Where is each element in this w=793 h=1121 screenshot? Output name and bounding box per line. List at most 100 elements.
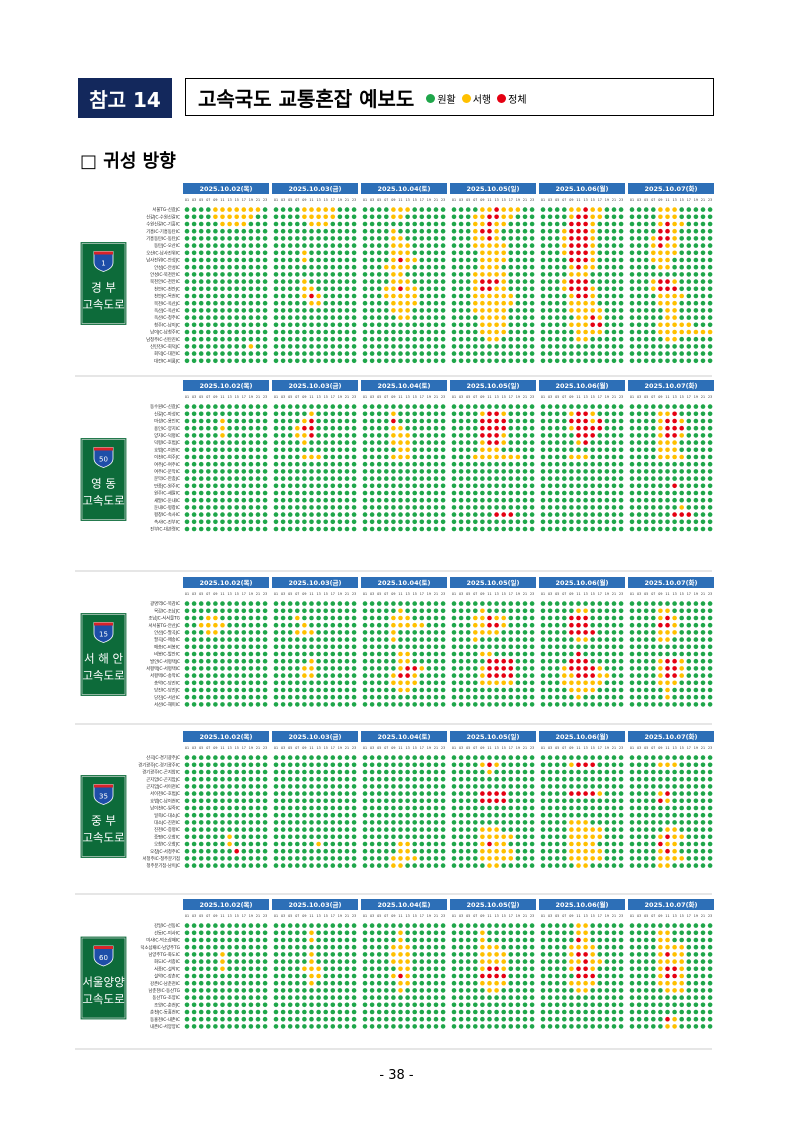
date-header: 2025.10.05(일) xyxy=(466,184,519,193)
status-dot xyxy=(515,622,521,628)
status-dot xyxy=(198,411,204,417)
status-dot xyxy=(351,769,357,775)
status-dot xyxy=(583,404,588,409)
status-dot xyxy=(554,425,560,431)
status-dot xyxy=(440,798,446,804)
status-dot xyxy=(191,433,197,438)
date-header-bg xyxy=(450,731,536,742)
status-dot xyxy=(234,658,239,664)
status-dot xyxy=(643,658,649,664)
status-dot xyxy=(672,694,677,700)
status-dot xyxy=(583,308,588,313)
status-dot xyxy=(262,315,268,320)
status-dot xyxy=(280,658,286,664)
status-dot xyxy=(611,497,617,503)
status-dot xyxy=(693,425,699,431)
status-dot xyxy=(330,454,336,460)
status-dot xyxy=(458,490,464,496)
status-dot xyxy=(184,308,190,313)
status-dot xyxy=(554,526,560,532)
status-dot xyxy=(419,497,425,503)
status-dot xyxy=(273,433,279,438)
status-dot xyxy=(618,776,624,782)
title: 고속국도 교통혼잡 예보도 xyxy=(198,86,415,111)
status-dot xyxy=(611,702,617,707)
status-dot xyxy=(465,644,471,650)
status-dot xyxy=(198,483,204,489)
status-dot xyxy=(686,644,692,650)
status-dot xyxy=(248,630,254,635)
status-dot xyxy=(480,658,485,664)
status-dot xyxy=(473,344,478,349)
status-dot xyxy=(501,666,507,671)
status-dot xyxy=(707,221,713,227)
status-dot xyxy=(700,243,706,248)
status-dot xyxy=(494,658,499,664)
status-dot xyxy=(255,315,261,320)
status-dot xyxy=(643,601,649,606)
status-dot xyxy=(398,447,403,453)
status-dot xyxy=(547,264,553,270)
status-dot xyxy=(213,425,218,431)
status-dot xyxy=(494,651,499,657)
date-header-bg xyxy=(183,183,269,194)
hour-label: 21 xyxy=(701,395,705,399)
status-dot xyxy=(672,762,677,768)
status-dot xyxy=(665,784,670,789)
status-dot xyxy=(227,461,232,467)
status-dot xyxy=(433,418,439,424)
route-shield-top xyxy=(94,622,113,626)
status-dot xyxy=(323,228,329,234)
status-dot xyxy=(287,300,293,306)
road-segment-label: 새말IC-둔내IC xyxy=(154,497,180,504)
status-dot xyxy=(316,673,321,678)
status-dot xyxy=(636,300,642,306)
status-dot xyxy=(508,425,514,431)
road-segment-label: 남이JC-남청주IC xyxy=(150,329,180,336)
hour-label: 11 xyxy=(665,746,669,750)
status-dot xyxy=(473,512,478,517)
status-dot xyxy=(248,440,254,445)
status-dot xyxy=(234,243,239,248)
status-dot xyxy=(487,476,492,481)
status-dot xyxy=(391,300,396,306)
status-dot xyxy=(554,512,560,517)
status-dot xyxy=(295,336,300,342)
status-dot xyxy=(604,322,610,328)
status-dot xyxy=(362,411,368,417)
status-dot xyxy=(651,769,656,775)
status-dot xyxy=(480,608,485,614)
status-dot xyxy=(480,425,485,431)
status-dot xyxy=(316,461,321,467)
status-dot xyxy=(330,798,336,804)
status-dot xyxy=(362,272,368,277)
status-dot xyxy=(707,762,713,768)
status-dot xyxy=(540,791,546,796)
hour-label: 09 xyxy=(302,592,306,596)
status-dot xyxy=(302,447,307,453)
status-dot xyxy=(590,440,595,445)
status-dot xyxy=(433,658,439,664)
status-dot xyxy=(515,250,521,256)
status-dot xyxy=(287,461,293,467)
status-dot xyxy=(651,519,656,525)
status-dot xyxy=(376,454,382,460)
status-dot xyxy=(405,344,410,349)
status-dot xyxy=(398,418,403,424)
status-dot xyxy=(658,615,663,621)
status-dot xyxy=(665,461,670,467)
status-dot xyxy=(440,257,446,263)
status-dot xyxy=(665,214,670,220)
status-dot xyxy=(508,658,514,664)
hour-label: 05 xyxy=(555,395,559,399)
status-dot xyxy=(220,250,225,256)
status-dot xyxy=(501,300,507,306)
status-dot xyxy=(651,315,656,320)
status-dot xyxy=(686,666,692,671)
status-dot xyxy=(700,447,706,453)
status-dot xyxy=(376,469,382,474)
status-dot xyxy=(309,791,314,796)
status-dot xyxy=(323,497,329,503)
status-dot xyxy=(508,791,514,796)
status-dot xyxy=(547,293,553,299)
